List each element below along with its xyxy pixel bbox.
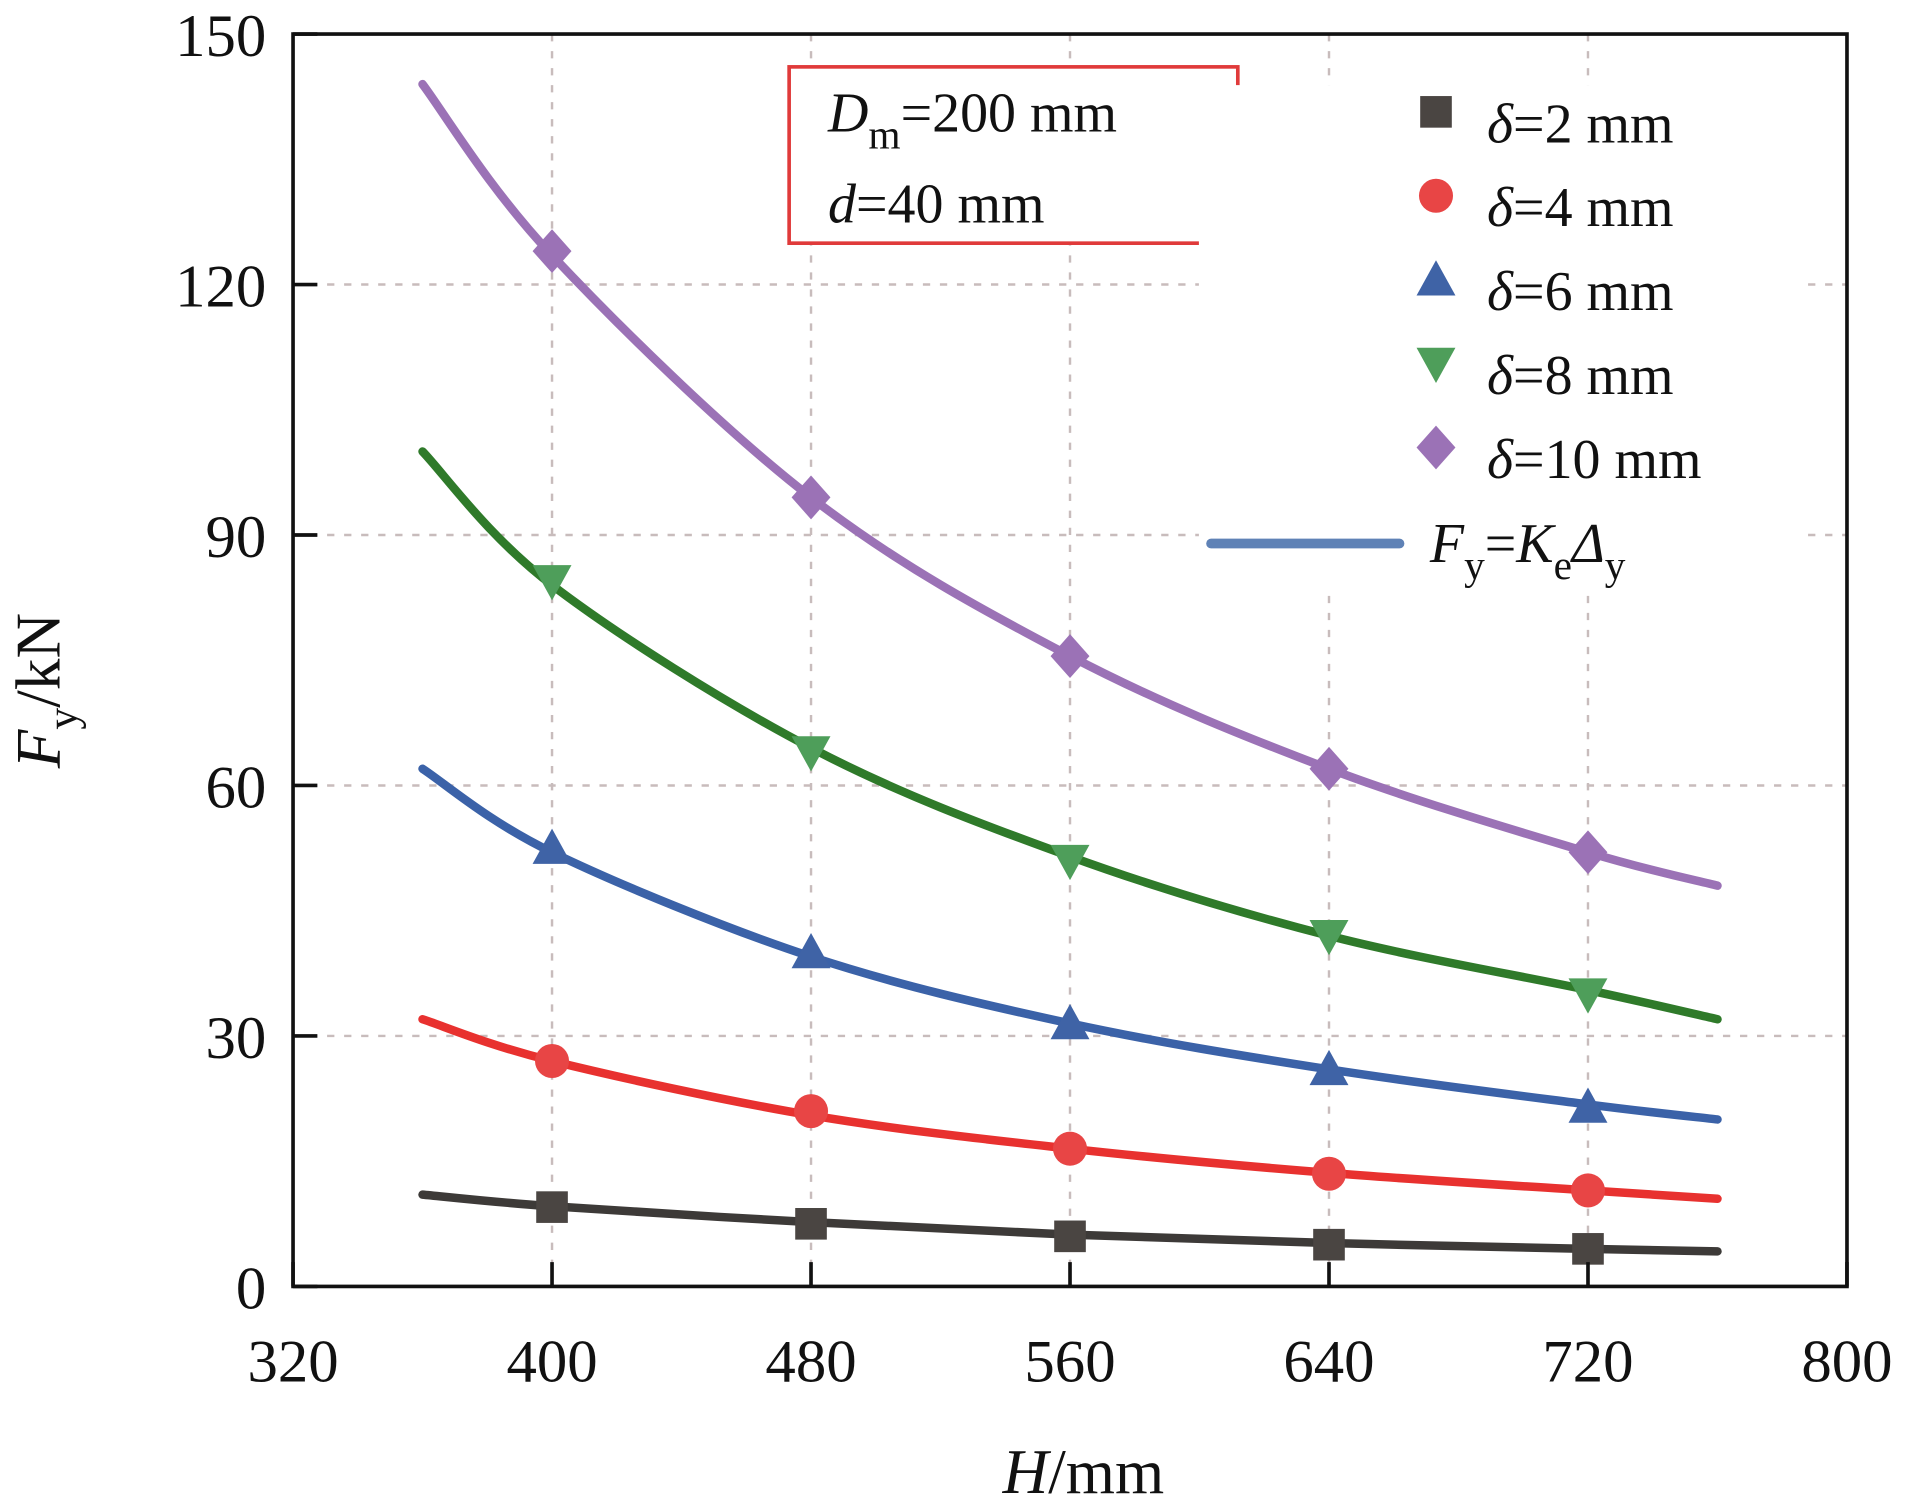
data-point-circle (1052, 1131, 1088, 1166)
data-point-diamond (1050, 634, 1090, 678)
x-tick-label: 560 (1024, 1328, 1115, 1395)
legend-background (1198, 85, 1807, 596)
data-point-triangle-down (532, 565, 572, 601)
data-markers (532, 229, 1608, 1265)
data-point-triangle-up (1309, 1049, 1349, 1086)
data-point-triangle-down (1050, 844, 1090, 881)
x-axis-label: H/mm (1002, 1437, 1165, 1498)
data-point-square (795, 1208, 827, 1240)
x-tick-label: 320 (247, 1328, 338, 1395)
y-axis-label: Fy/kN (4, 613, 87, 769)
y-tick-label: 150 (175, 3, 266, 70)
data-point-diamond (1309, 746, 1349, 791)
x-tick-label: 480 (765, 1328, 856, 1395)
y-tick-label: 90 (206, 504, 267, 571)
legend-label: δ=2 mm (1487, 93, 1673, 155)
legend-label: δ=4 mm (1487, 177, 1673, 239)
data-point-triangle-up (1568, 1087, 1608, 1123)
data-point-triangle-down (1309, 919, 1349, 956)
legend-marker-triangle-down (1416, 347, 1456, 384)
data-point-circle (535, 1043, 570, 1079)
y-tick-label: 120 (175, 253, 266, 320)
legend-marker-square (1420, 96, 1452, 128)
data-point-diamond (791, 475, 831, 520)
y-tick-label: 0 (236, 1255, 266, 1322)
data-point-circle (1570, 1173, 1606, 1208)
data-point-square (1054, 1220, 1086, 1253)
legend-label: δ=8 mm (1487, 345, 1673, 407)
annotation-line-2: d=40 mm (828, 174, 1044, 236)
legend: δ=2 mm δ=4 mm δ=6 mm δ=8 mm δ=10 mm Fy=KeΔy (1198, 85, 1807, 596)
data-point-square (1572, 1233, 1604, 1265)
x-tick-label: 720 (1542, 1328, 1633, 1395)
legend-marker-diamond (1416, 425, 1456, 470)
legend-label: δ=10 mm (1487, 429, 1701, 491)
y-tick-label: 60 (206, 754, 267, 821)
y-tick-label: 30 (206, 1005, 267, 1072)
data-point-triangle-down (1568, 978, 1608, 1014)
data-point-triangle-down (791, 736, 831, 772)
x-tick-label: 640 (1283, 1328, 1374, 1395)
data-point-square (536, 1191, 568, 1223)
data-point-triangle-up (532, 828, 572, 864)
axis-ticks: 320 400 480 560 640 720 800 0 30 60 90 120 150 (175, 3, 1892, 1395)
parameter-annotation: Dm=200 mm d=40 mm (787, 65, 1240, 246)
x-tick-label: 800 (1801, 1328, 1892, 1395)
legend-marker-circle (1418, 178, 1454, 213)
annotation-border (787, 65, 1240, 246)
data-point-circle (794, 1094, 829, 1129)
legend-marker-triangle-up (1416, 260, 1456, 296)
x-tick-label: 400 (506, 1328, 597, 1395)
legend-label: δ=6 mm (1487, 261, 1673, 323)
data-point-triangle-up (791, 933, 831, 969)
data-point-square (1313, 1228, 1345, 1261)
data-point-diamond (1568, 830, 1608, 875)
annotation-line-1: Dm=200 mm (827, 82, 1117, 157)
data-point-circle (1311, 1156, 1347, 1191)
data-point-triangle-up (1050, 1003, 1090, 1040)
legend-fit-label: Fy=KeΔy (1429, 513, 1626, 588)
